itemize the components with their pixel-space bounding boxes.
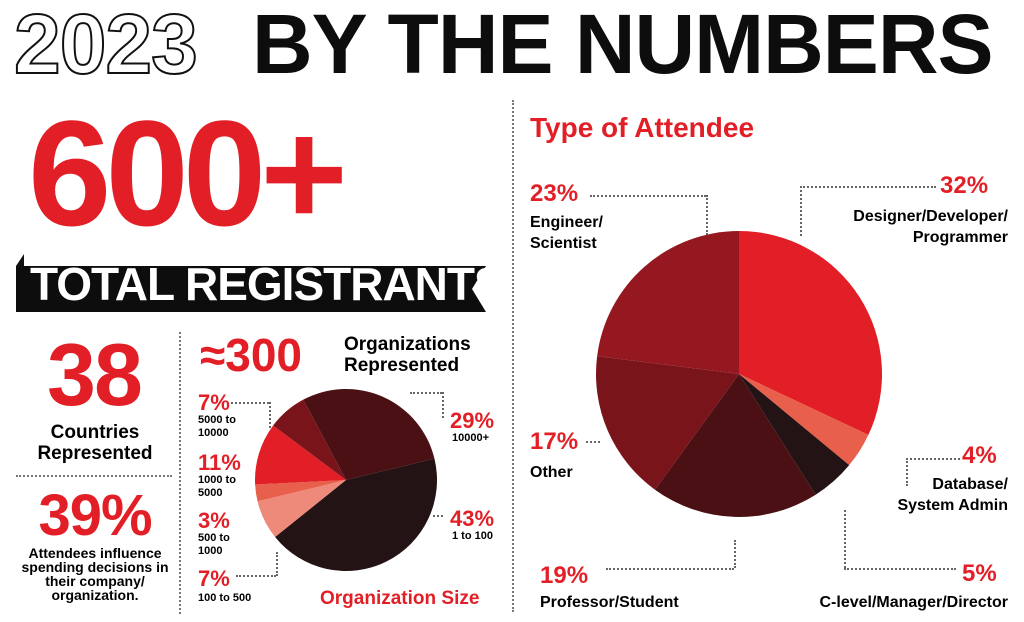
attendee-type-pie <box>596 231 882 517</box>
influence-label: Attendees influence spending decisions i… <box>21 545 169 603</box>
influence-value: 39% <box>38 483 152 548</box>
attendee-pie-slice-0 <box>739 231 882 435</box>
attendee-pie-slice-4 <box>596 356 739 490</box>
att-professor-pct: 19% <box>540 562 589 589</box>
att-clevel-label: C-level/Manager/Director <box>819 594 1008 611</box>
countries-value: 38 <box>47 325 143 424</box>
registrants-value: 600+ <box>28 89 348 257</box>
att-designer-label: Designer/Developer/ Programmer <box>853 208 1008 246</box>
divider-horizontal-left <box>16 475 172 477</box>
org-slice-1-100-pct: 43% <box>450 506 495 531</box>
registrants-label: TOTAL REGISTRANTS <box>30 258 505 310</box>
registrants-banner <box>16 254 486 312</box>
organizations-value: ≈300 <box>200 329 302 381</box>
org-pie-slice-4 <box>255 425 346 485</box>
org-slice-100-500-label: 100 to 500 <box>198 592 252 604</box>
att-professor-label: Professor/Student <box>540 594 679 611</box>
org-slice-500-1000-label: 500 to 1000 <box>198 532 230 557</box>
att-clevel-pct: 5% <box>962 560 997 587</box>
divider-vertical-center <box>512 100 514 612</box>
org-pie-slice-1 <box>275 458 437 571</box>
title-heading: BY THE NUMBERS <box>252 0 994 91</box>
org-pie-slice-3 <box>255 480 346 502</box>
org-pie-slice-0 <box>303 389 435 480</box>
org-slice-500-1000-pct: 3% <box>198 508 230 533</box>
org-slice-5000-10000-label: 5000 to 10000 <box>198 414 236 439</box>
attendee-pie-slice-3 <box>654 374 816 517</box>
organization-size-title: Organization Size <box>320 588 480 609</box>
organizations-label: Organizations Represented <box>344 334 471 376</box>
org-pie-slice-2 <box>257 480 346 538</box>
org-slice-1-100-label: 1 to 100 <box>452 530 493 542</box>
title-year: 2023 <box>13 0 199 91</box>
org-slice-5000-10000-pct: 7% <box>198 390 230 415</box>
att-database-label: Database/ System Admin <box>897 476 1008 514</box>
organization-size-pie <box>255 389 437 571</box>
org-slice-10000plus-label: 10000+ <box>452 432 490 444</box>
att-designer-pct: 32% <box>940 172 989 199</box>
att-engineer-label: Engineer/ Scientist <box>530 214 603 252</box>
att-other-label: Other <box>530 464 573 481</box>
att-engineer-pct: 23% <box>530 180 579 207</box>
attendee-type-title: Type of Attendee <box>530 112 755 143</box>
org-slice-1000-5000-label: 1000 to 5000 <box>198 474 236 499</box>
att-database-pct: 4% <box>962 442 997 469</box>
countries-label: Countries Represented <box>37 422 153 464</box>
org-slice-100-500-pct: 7% <box>198 566 230 591</box>
attendee-pie-slice-2 <box>739 374 850 495</box>
att-other-pct: 17% <box>530 428 579 455</box>
divider-vertical-left <box>179 332 181 614</box>
org-slice-10000plus-pct: 29% <box>450 408 495 433</box>
attendee-pie-slice-5 <box>597 231 739 374</box>
attendee-pie-slice-1 <box>739 374 869 466</box>
org-slice-1000-5000-pct: 11% <box>198 450 241 475</box>
org-pie-slice-5 <box>273 399 346 480</box>
